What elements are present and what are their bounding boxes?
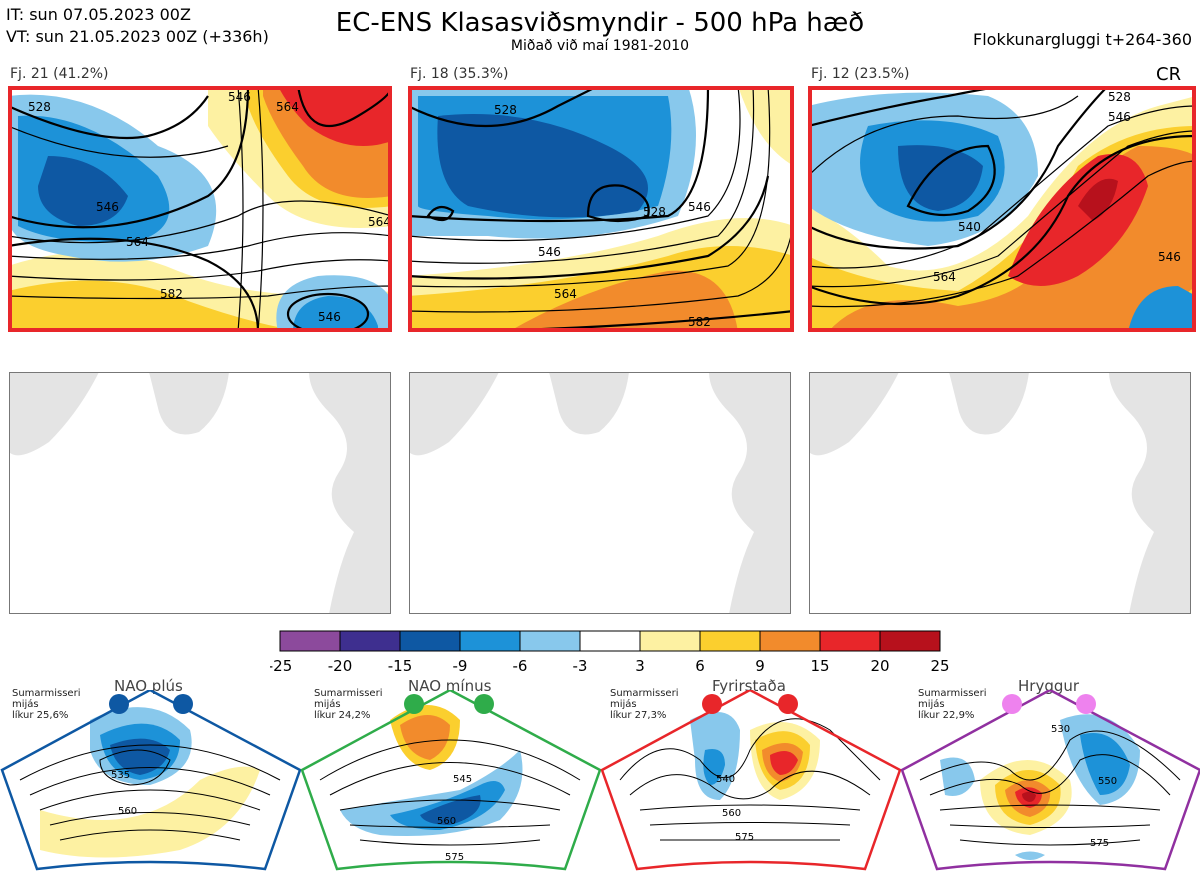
cluster-1-contour-label: 564 (368, 215, 391, 229)
regime-4-prob: líkur 22,9% (918, 710, 975, 721)
regime-2-contour-label: 545 (453, 774, 472, 785)
colorbar-tick-label: 3 (635, 657, 645, 675)
regime-1-mean: mijás (12, 699, 39, 710)
cluster-3-label: Fj. 12 (23.5%) (811, 66, 910, 82)
cluster-3-contour-label: 546 (1158, 250, 1181, 264)
regime-1-map[interactable]: 535 560 (0, 690, 302, 871)
colorbar-tick-label: -15 (388, 657, 413, 675)
colorbar-segment (399, 630, 461, 652)
window-label: Flokkunargluggi t+264-360 (973, 30, 1192, 49)
cluster-3-contour-label: 528 (1108, 90, 1131, 104)
cr-label: CR (1156, 64, 1182, 85)
regime-1-prob: líkur 25,6% (12, 710, 69, 721)
regime-1-title: NAO plús (114, 677, 183, 695)
colorbar-tick-label: -9 (453, 657, 468, 675)
regime-2-map[interactable]: 545 560 575 (300, 690, 602, 871)
regime-4-mean: mijás (918, 699, 945, 710)
regime-3-contour-label: 540 (716, 774, 735, 785)
regime-2-mean: mijás (314, 699, 341, 710)
regime-2-title: NAO mínus (408, 677, 492, 695)
regime-3-title: Fyrirstaða (712, 677, 786, 695)
cluster-2-contour-label: 582 (688, 315, 711, 329)
colorbar-segment (819, 630, 881, 652)
colorbar-segment (699, 630, 761, 652)
colorbar-tick-label: 6 (695, 657, 705, 675)
regime-2-season: Sumarmisseri (314, 688, 383, 699)
base-map-2[interactable] (409, 372, 791, 614)
colorbar-segment (579, 630, 641, 652)
colorbar-segment (339, 630, 401, 652)
colorbar-tick-label: -25 (270, 657, 292, 675)
regime-4-season: Sumarmisseri (918, 688, 987, 699)
cluster-3-contour-label: 564 (933, 270, 956, 284)
regime-2-contour-label: 575 (445, 852, 464, 863)
cluster-1-contour-label: 528 (28, 100, 51, 114)
colorbar-tick-label: 25 (930, 657, 949, 675)
cluster-3-contour-label: 546 (1108, 110, 1131, 124)
cluster-1-contour-label: 546 (318, 310, 341, 324)
cluster-1-label: Fj. 21 (41.2%) (10, 66, 109, 82)
cluster-1-contour-label: 564 (126, 235, 149, 249)
cluster-1-contour-label: 564 (276, 100, 299, 114)
regime-3-season: Sumarmisseri (610, 688, 679, 699)
regime-3-mean: mijás (610, 699, 637, 710)
colorbar-segment (519, 630, 581, 652)
regime-4-contour-label: 575 (1090, 838, 1109, 849)
regime-4-contour-label: 530 (1051, 724, 1070, 735)
regime-1-contour-label: 535 (111, 770, 130, 781)
cluster-2-map[interactable]: 528 546 564 582 528 546 (408, 86, 794, 332)
regime-3-prob: líkur 27,3% (610, 710, 667, 721)
header-times: IT: sun 07.05.2023 00Z VT: sun 21.05.202… (6, 4, 269, 48)
colorbar-segment (759, 630, 821, 652)
regime-2-contour-label: 560 (437, 816, 456, 827)
page-subtitle: Miðað við maí 1981-2010 (510, 38, 690, 54)
colorbar-tick-label: 9 (755, 657, 765, 675)
cluster-2-contour-label: 564 (554, 287, 577, 301)
colorbar-tick-label: 20 (870, 657, 889, 675)
it-line: IT: sun 07.05.2023 00Z (6, 5, 191, 24)
regime-4-map[interactable]: 530 550 575 (900, 690, 1200, 871)
regime-4-contour-label: 550 (1098, 776, 1117, 787)
base-map-1[interactable] (9, 372, 391, 614)
page-title: EC-ENS Klasasviðsmyndir - 500 hPa hæð (335, 8, 865, 38)
colorbar-segment (279, 630, 341, 652)
cluster-1-contour-label: 546 (228, 90, 251, 104)
regime-4-title: Hryggur (1018, 677, 1080, 695)
colorbar-tick-label: -20 (328, 657, 353, 675)
cluster-3-map[interactable]: 528 540 564 546 546 (808, 86, 1196, 332)
cluster-1-contour-label: 546 (96, 200, 119, 214)
cluster-1-map[interactable]: 528 546 564 582 546 564 546 564 (8, 86, 392, 332)
cluster-2-label: Fj. 18 (35.3%) (410, 66, 509, 82)
cluster-1-contour-label: 582 (160, 287, 183, 301)
base-map-3[interactable] (809, 372, 1191, 614)
colorbar-segment (459, 630, 521, 652)
colorbar-tick-label: 15 (810, 657, 829, 675)
regime-1-contour-label: 560 (118, 806, 137, 817)
regime-2-prob: líkur 24,2% (314, 710, 371, 721)
colorbar-segment (639, 630, 701, 652)
colorbar-tick-label: -6 (513, 657, 528, 675)
cluster-2-contour-label: 528 (643, 205, 666, 219)
regime-1-season: Sumarmisseri (12, 688, 81, 699)
cluster-3-contour-label: 540 (958, 220, 981, 234)
cluster-2-contour-label: 546 (538, 245, 561, 259)
cluster-2-contour-label: 546 (688, 200, 711, 214)
regime-3-map[interactable]: 540 560 575 (600, 690, 902, 871)
colorbar-tick-label: -3 (573, 657, 588, 675)
colorbar: -25 -20 -15 -9 -6 -3 3 6 9 15 20 25 (270, 630, 950, 675)
cluster-2-contour-label: 528 (494, 103, 517, 117)
vt-line: VT: sun 21.05.2023 00Z (+336h) (6, 27, 269, 46)
regime-3-contour-label: 575 (735, 832, 754, 843)
regime-3-contour-label: 560 (722, 808, 741, 819)
colorbar-segment (879, 630, 941, 652)
